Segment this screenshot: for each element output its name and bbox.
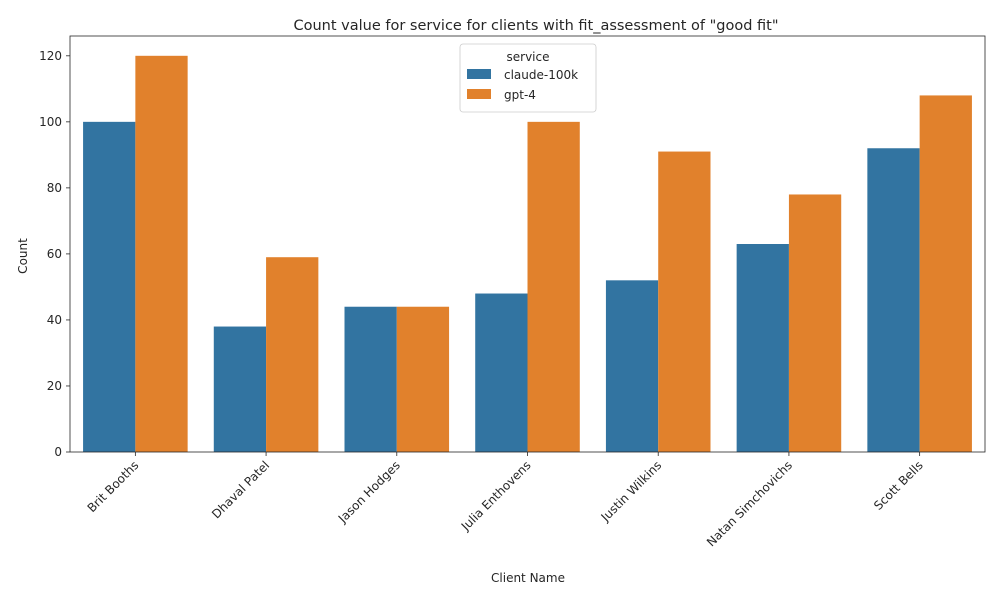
x-tick-label: Scott Bells	[871, 458, 926, 513]
y-axis-label: Count	[16, 238, 30, 274]
x-tick-label: Justin Wilkins	[598, 458, 665, 525]
y-tick-label: 60	[47, 247, 62, 261]
bar-claude-100k-brit-booths	[83, 121, 136, 452]
chart-title: Count value for service for clients with…	[293, 18, 778, 34]
x-axis: Brit Booths Dhaval Patel Jason Hodges Julia…	[85, 452, 926, 549]
y-tick-label: 100	[39, 115, 62, 129]
bar-claude-100k-jason-hodges	[344, 306, 397, 452]
y-tick-label: 80	[47, 181, 62, 195]
y-tick-label: 40	[47, 313, 62, 327]
legend-label-gpt-4: gpt-4	[504, 88, 536, 102]
bar-gpt-4-julia-enthovens	[527, 121, 580, 452]
legend-swatch-claude-100k	[467, 69, 491, 79]
legend: service claude-100k gpt-4	[459, 43, 597, 113]
bar-gpt-4-natan-simchovichs	[788, 194, 842, 452]
y-tick-label: 0	[54, 445, 62, 459]
x-tick-label: Jason Hodges	[335, 458, 403, 526]
bar-claude-100k-julia-enthovens	[475, 293, 528, 452]
y-tick-label: 20	[47, 379, 62, 393]
y-axis: 0 20 40 60 80 100 120	[39, 49, 70, 459]
plot-frame	[69, 35, 986, 453]
bar-gpt-4-jason-hodges	[396, 306, 450, 452]
x-tick-label: Dhaval Patel	[209, 458, 272, 521]
bars-group	[83, 55, 972, 453]
x-axis-label: Client Name	[491, 571, 565, 585]
legend-title: service	[507, 50, 550, 64]
legend-swatch-gpt-4	[467, 89, 491, 99]
bar-claude-100k-dhaval-patel	[213, 326, 267, 452]
bar-gpt-4-scott-bells	[919, 95, 972, 452]
bar-claude-100k-justin-wilkins	[605, 280, 659, 452]
bar-gpt-4-justin-wilkins	[658, 151, 711, 453]
legend-label-claude-100k: claude-100k	[504, 68, 578, 82]
bar-claude-100k-natan-simchovichs	[736, 244, 789, 452]
bar-claude-100k-scott-bells	[867, 148, 920, 452]
legend-frame	[459, 43, 597, 113]
x-tick-label: Julia Enthovens	[458, 458, 534, 534]
x-tick-label: Brit Booths	[85, 458, 142, 515]
bar-gpt-4-brit-booths	[135, 55, 188, 453]
x-tick-label: Natan Simchovichs	[704, 458, 795, 549]
y-tick-label: 120	[39, 49, 62, 63]
bar-gpt-4-dhaval-patel	[266, 257, 319, 452]
